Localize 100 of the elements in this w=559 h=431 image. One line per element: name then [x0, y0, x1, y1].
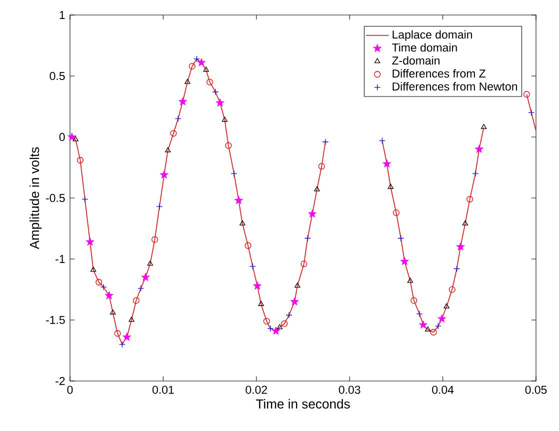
legend-label: Z-domain: [392, 56, 440, 65]
x-tick-label: 0.05: [525, 386, 547, 394]
legend-label: Differences from Z: [392, 69, 486, 78]
point: [267, 325, 274, 332]
point: [400, 257, 409, 265]
point: [272, 326, 280, 334]
x-tick-label: 0.02: [246, 386, 267, 394]
point: [110, 309, 116, 314]
point: [430, 328, 437, 336]
point: [290, 298, 299, 306]
point: [263, 318, 270, 324]
point: [472, 170, 479, 177]
point: [281, 320, 288, 327]
point: [444, 303, 450, 308]
point: [206, 78, 214, 86]
point: [152, 236, 158, 243]
point: [448, 286, 456, 293]
point: [308, 210, 316, 218]
point: [216, 98, 224, 106]
point: [456, 242, 464, 250]
point: [118, 341, 126, 348]
point: [416, 310, 423, 318]
point: [147, 260, 154, 266]
legend-label: Laplace domain: [392, 30, 472, 41]
point: [156, 203, 163, 210]
point: [86, 238, 94, 246]
point: [68, 132, 76, 140]
point: [240, 220, 246, 226]
point: [258, 300, 264, 306]
x-tick-label: 0.01: [152, 386, 174, 394]
point: [170, 130, 177, 137]
legend-label: Differences from Newton: [392, 82, 517, 91]
point: [407, 278, 414, 283]
point: [314, 186, 320, 192]
point: [425, 326, 431, 332]
point: [382, 160, 391, 168]
y-tick-label: -0.5: [46, 194, 65, 202]
point: [410, 297, 418, 304]
point: [318, 163, 325, 170]
legend-label: Time domain: [392, 43, 457, 52]
point: [322, 138, 329, 146]
y-tick-label: -1: [56, 255, 65, 263]
point: [128, 316, 134, 322]
point: [90, 266, 96, 272]
point: [253, 282, 262, 290]
point: [523, 91, 530, 98]
point: [388, 184, 394, 189]
point: [454, 265, 460, 272]
point: [184, 78, 190, 84]
x-axis-title: Time in seconds: [256, 398, 350, 409]
y-tick-label: 1: [60, 11, 65, 19]
point: [234, 196, 243, 204]
point: [132, 297, 140, 304]
point: [222, 116, 228, 122]
point: [178, 97, 187, 106]
y-tick-label: 0: [59, 132, 65, 142]
point: [480, 124, 487, 130]
point: [434, 322, 442, 330]
point: [82, 196, 88, 202]
point: [142, 273, 150, 281]
point: [193, 56, 200, 62]
point: [96, 278, 102, 286]
point: [114, 330, 121, 337]
point: [203, 66, 209, 72]
y-tick-label: -1.5: [46, 316, 65, 324]
point: [122, 332, 131, 340]
point: [76, 156, 84, 164]
point: [105, 291, 114, 300]
point: [528, 109, 535, 116]
point: [286, 312, 292, 318]
point: [230, 170, 238, 177]
point: [475, 145, 484, 153]
point: [212, 88, 219, 96]
point: [466, 196, 474, 202]
x-tick-label: 0.04: [432, 386, 454, 394]
point: [438, 314, 446, 322]
y-axis-title: Amplitude in volts: [30, 147, 42, 250]
point: [197, 58, 206, 66]
y-tick-label: 0.5: [50, 72, 65, 80]
point: [160, 170, 168, 178]
point: [249, 263, 256, 270]
x-tick-label: 0.03: [338, 386, 360, 394]
point: [138, 285, 144, 292]
point: [300, 260, 308, 268]
point: [225, 142, 232, 149]
point: [100, 284, 107, 290]
point: [244, 242, 252, 249]
point: [174, 115, 182, 122]
point: [276, 324, 283, 330]
point: [188, 62, 196, 70]
point: [304, 234, 311, 242]
x-tick-label: 0: [67, 386, 73, 394]
point: [419, 320, 428, 328]
point: [164, 147, 171, 152]
y-tick-label: -2: [56, 376, 65, 385]
point: [72, 136, 78, 142]
point: [294, 282, 300, 288]
point: [462, 220, 468, 226]
point: [378, 137, 386, 144]
point: [392, 209, 400, 216]
